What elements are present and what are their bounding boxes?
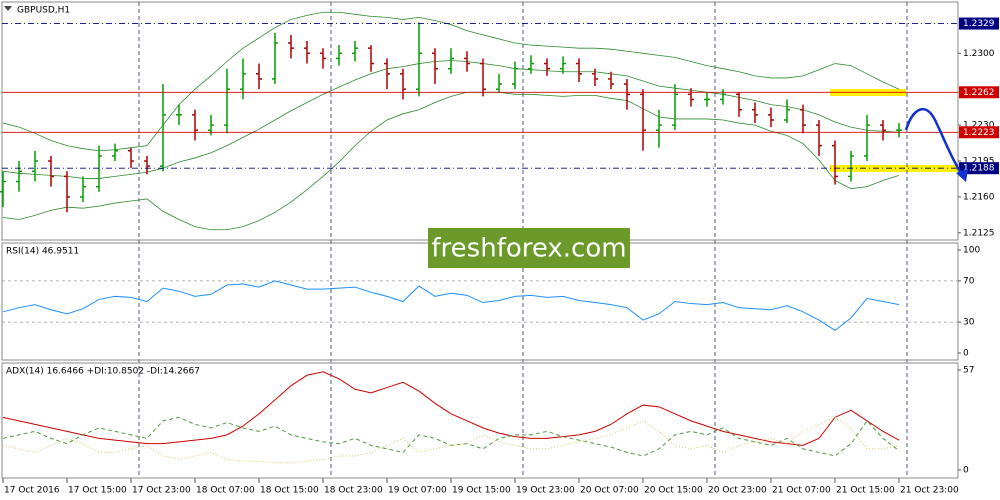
panel-title: ADX(14) 16.6466 +DI:10.8502 -DI:14.2667 xyxy=(6,367,200,377)
x-tick-label: 19 Oct 07:00 xyxy=(388,486,447,496)
x-tick-label: 18 Oct 15:00 xyxy=(260,486,319,496)
indicator-line xyxy=(2,416,900,464)
level-label: 1.2329 xyxy=(963,19,995,29)
forecast-arrow xyxy=(904,107,965,177)
band-line xyxy=(2,11,900,152)
x-tick-label: 21 Oct 15:00 xyxy=(836,486,895,496)
x-tick-label: 18 Oct 07:00 xyxy=(196,486,255,496)
panel-frame xyxy=(1,362,959,479)
indicator-line xyxy=(2,371,900,446)
x-tick-label: 20 Oct 23:00 xyxy=(708,486,767,496)
x-tick-label: 19 Oct 15:00 xyxy=(452,486,511,496)
y-tick-label: 100 xyxy=(963,246,980,256)
y-tick-label: 70 xyxy=(963,276,975,286)
level-label: 1.2188 xyxy=(963,164,995,174)
x-tick-label: 21 Oct 23:00 xyxy=(900,486,959,496)
x-tick-label: 18 Oct 23:00 xyxy=(324,486,383,496)
x-tick-label: 17 Oct 2016 xyxy=(4,486,60,496)
level-label-box xyxy=(959,17,999,30)
y-tick-label: 1.2195 xyxy=(963,157,995,167)
x-tick-label: 17 Oct 15:00 xyxy=(68,486,127,496)
x-tick-label: 21 Oct 07:00 xyxy=(772,486,831,496)
x-tick-label: 20 Oct 15:00 xyxy=(644,486,703,496)
level-label: 1.2223 xyxy=(963,128,995,138)
highlight-zone xyxy=(830,165,958,172)
x-tick-label: 19 Oct 23:00 xyxy=(516,486,575,496)
watermark-box xyxy=(428,228,630,268)
band-line xyxy=(2,91,900,231)
panel-title: GBPUSD,H1 xyxy=(17,6,70,16)
y-tick-label: 1.2125 xyxy=(963,228,995,238)
y-tick-label: 30 xyxy=(963,318,975,328)
x-tick-label: 17 Oct 23:00 xyxy=(132,486,191,496)
level-label-box xyxy=(959,86,999,99)
level-label-box xyxy=(959,162,999,175)
y-tick-label: 0 xyxy=(963,348,969,358)
watermark: freshforex.com xyxy=(431,234,626,264)
forecast-arrowhead xyxy=(956,169,968,182)
menu-icon xyxy=(4,6,12,11)
y-tick-label: 1.2160 xyxy=(963,192,995,202)
level-label-box xyxy=(959,126,999,139)
x-tick-label: 20 Oct 07:00 xyxy=(580,486,639,496)
y-tick-label: 0 xyxy=(963,465,969,475)
y-tick-label: 1.2230 xyxy=(963,121,995,131)
y-tick-label: 57 xyxy=(963,366,974,376)
y-tick-label: 1.2300 xyxy=(963,49,995,59)
indicator-line xyxy=(2,280,900,331)
panel-title: RSI(14) 46.9511 xyxy=(6,247,79,257)
level-label: 1.2262 xyxy=(963,88,995,98)
